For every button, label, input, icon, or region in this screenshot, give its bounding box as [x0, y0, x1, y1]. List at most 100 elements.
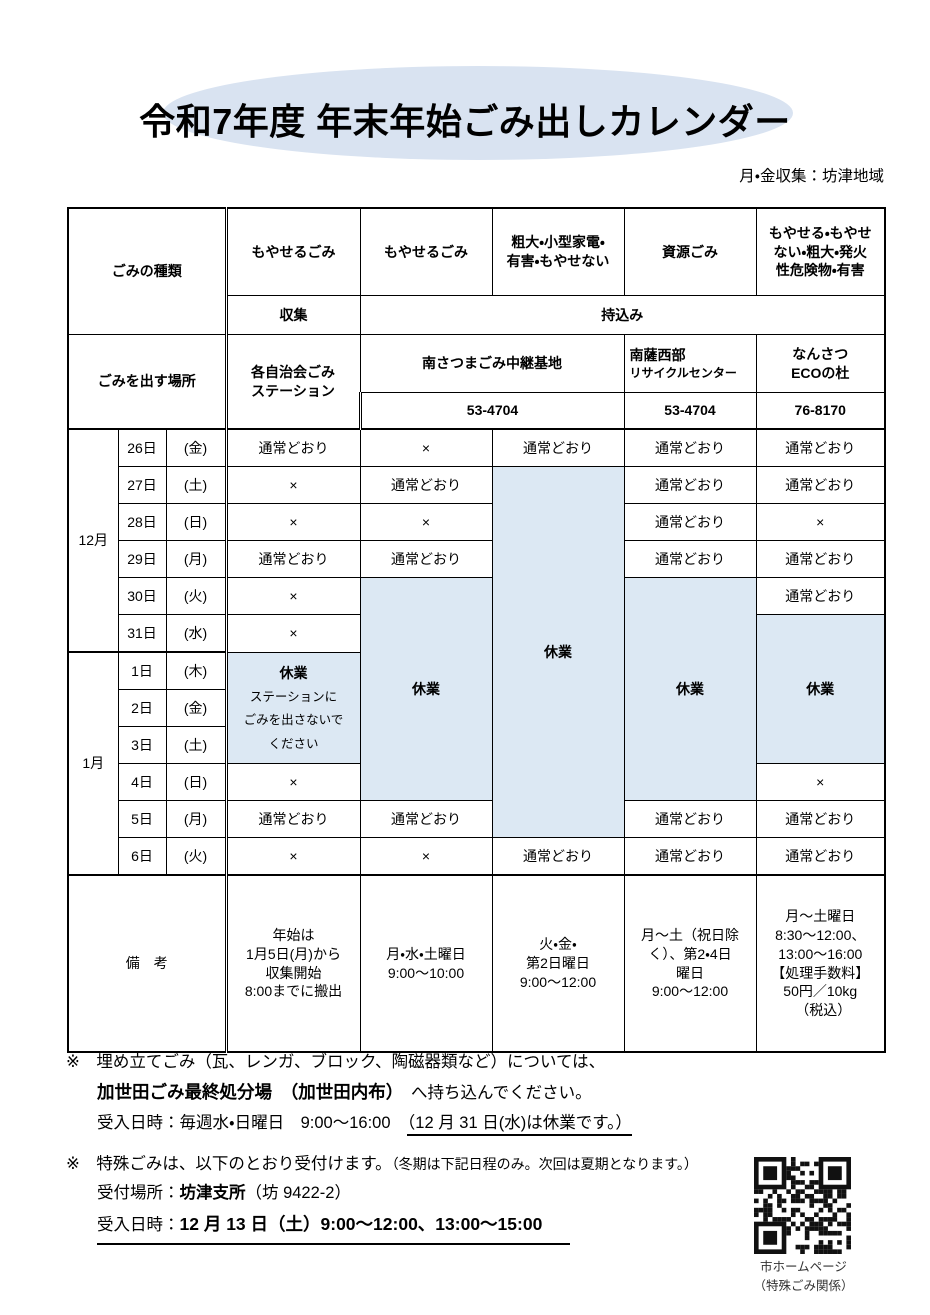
status-cell: 通常どおり	[755, 577, 886, 615]
day-label: 2日	[117, 689, 167, 727]
day-label: 5日	[117, 800, 167, 838]
remarks-station: 年始は 1月5日(月)から 収集開始 8:00までに搬出	[224, 874, 361, 1053]
method-bring: 持込み	[359, 295, 886, 335]
footnote-landfill: ※ 埋め立てごみ（瓦、レンガ、ブロック、陶磁器類など）については、 加世田ごみ最…	[66, 1048, 632, 1138]
place-recycle-center: 南薩西部 リサイクルセンター	[623, 334, 757, 393]
status-cell: 通常どおり	[755, 837, 886, 876]
calendar-row-jan2: 2日 (金)	[68, 689, 885, 727]
closed-cell-chukei-burnable: 休業	[359, 577, 493, 801]
status-cell: 通常どおり	[491, 837, 625, 876]
garbage-calendar-table: ごみの種類 もやせるごみ もやせるごみ 粗大・小型家電・ 有害・もやせない 資源…	[67, 207, 886, 1053]
status-cell: 通常どおり	[755, 428, 886, 467]
remarks-recycle-center: 月〜土（祝日除 く）、第2・4日 曜日 9:00〜12:00	[623, 874, 757, 1053]
weekday-label: (木)	[165, 651, 227, 690]
qr-code	[754, 1157, 851, 1254]
status-cell: 通常どおり	[623, 837, 757, 876]
corner-place: ごみを出す場所	[67, 334, 227, 430]
remarks-label: 備 考	[67, 874, 227, 1053]
remarks-chukei-burnable: 月・水・土曜日 9:00〜10:00	[359, 874, 493, 1053]
header-row-phones: 53-4704 53-4704 76-8170	[68, 392, 886, 430]
method-collect: 収集	[224, 295, 361, 335]
day-label: 3日	[117, 726, 167, 764]
weekday-label: (月)	[165, 540, 227, 578]
weekday-label: (土)	[165, 466, 227, 504]
status-cell: 通常どおり	[359, 540, 493, 578]
footnote-landfill-line2: 加世田ごみ最終処分場 （加世田内布） へ持ち込んでください。	[97, 1082, 592, 1103]
header-row-places: ごみを出す場所 各自治会ごみ ステーション 南さつまごみ中継基地 南薩西部 リサ…	[67, 334, 886, 430]
status-cell: 通常どおり	[359, 800, 493, 838]
footnote-special-line2: 受付場所：坊津支所（坊 9422-2）	[97, 1184, 351, 1203]
footnote-special: ※ 特殊ごみは、以下のとおり受付けます。（冬期は下記日程のみ。次回は夏期となりま…	[66, 1150, 698, 1246]
weekday-label: (日)	[165, 503, 227, 541]
status-cell: 通常どおり	[359, 466, 493, 504]
status-cell: 通常どおり	[224, 428, 361, 467]
calendar-row-dec29: 29日 (月) 通常どおり 通常どおり 通常どおり 通常どおり	[68, 540, 886, 578]
corner-garbage-type: ごみの種類	[67, 207, 227, 335]
title-highlight-ellipse	[163, 66, 793, 160]
calendar-row-dec31: 31日 (水) × 休業	[68, 614, 886, 764]
status-cell: ×	[224, 503, 361, 541]
weekday-label: (月)	[165, 800, 227, 838]
type-burnable-bring: もやせるごみ	[359, 207, 493, 296]
day-label: 30日	[117, 577, 167, 615]
footnote-landfill-line3: 受入日時：毎週水・日曜日 9:00〜16:00 （12 月 31 日(水)は休業…	[66, 1109, 632, 1138]
status-cell: ×	[224, 763, 361, 801]
calendar-row-dec26: 12月 26日 (金) 通常どおり × 通常どおり 通常どおり 通常どおり	[67, 428, 886, 653]
calendar-row-jan4: 4日 (日) × ×	[68, 763, 886, 801]
weekday-label: (金)	[165, 689, 227, 727]
type-bulky-appliance: 粗大・小型家電・ 有害・もやせない	[491, 207, 625, 296]
weekday-label: (火)	[165, 577, 227, 615]
header-row-method: 収集 持込み	[68, 295, 886, 335]
weekday-label: (日)	[165, 763, 227, 801]
day-label: 1日	[117, 651, 167, 690]
calendar-row-dec27: 27日 (土) × 通常どおり 休業 通常どおり 通常どおり	[68, 466, 886, 838]
day-label: 27日	[117, 466, 167, 504]
footnote-special-line1: ※ 特殊ごみは、以下のとおり受付けます。（冬期は下記日程のみ。次回は夏期となりま…	[66, 1155, 698, 1173]
weekday-label: (水)	[165, 614, 227, 653]
collection-area-subtitle: 月・金収集：坊津地域	[739, 168, 884, 185]
type-eco-all: もやせる・もやせ ない・粗大・発火 性危険物・有害	[755, 207, 886, 296]
status-cell: 通常どおり	[755, 800, 886, 838]
closed-cell-station: 休業 ステーションに ごみを出さないで ください	[224, 651, 361, 764]
status-cell: 通常どおり	[623, 800, 757, 838]
status-cell: ×	[359, 837, 493, 876]
status-cell: 通常どおり	[224, 800, 361, 838]
place-eco-mori: なんさつ ECOの杜	[755, 334, 886, 393]
weekday-label: (火)	[165, 837, 227, 876]
calendar-row-jan6: 6日 (火) × × 通常どおり 通常どおり 通常どおり	[68, 837, 886, 876]
status-cell: 通常どおり	[491, 428, 625, 467]
closed-cell-chukei-bulky: 休業	[491, 466, 625, 838]
remarks-chukei-bulky: 火・金・ 第2日曜日 9:00〜12:00	[491, 874, 625, 1053]
status-cell: ×	[359, 428, 493, 467]
day-label: 31日	[117, 614, 167, 653]
qr-caption: 市ホームページ （特殊ごみ関係）	[753, 1260, 854, 1293]
calendar-row-dec30: 30日 (火) × 休業 休業 通常どおり	[68, 577, 886, 801]
status-cell: ×	[359, 503, 493, 541]
status-cell: 通常どおり	[755, 466, 886, 504]
phone-chukei: 53-4704	[358, 392, 625, 430]
header-row-types: ごみの種類 もやせるごみ もやせるごみ 粗大・小型家電・ 有害・もやせない 資源…	[67, 207, 886, 335]
status-cell: 通常どおり	[623, 503, 757, 541]
remarks-row: 備 考 年始は 1月5日(月)から 収集開始 8:00までに搬出 月・水・土曜日…	[67, 874, 886, 1053]
weekday-label: (土)	[165, 726, 227, 764]
calendar-row-dec28: 28日 (日) × × 通常どおり ×	[68, 503, 886, 541]
status-cell: ×	[224, 577, 361, 615]
footnote-landfill-line1: ※ 埋め立てごみ（瓦、レンガ、ブロック、陶磁器類など）については、	[66, 1053, 606, 1071]
status-cell: ×	[224, 466, 361, 504]
status-cell: 通常どおり	[224, 540, 361, 578]
calendar-row-jan5: 5日 (月) 通常どおり 通常どおり 通常どおり 通常どおり	[68, 800, 886, 838]
type-recyclable: 資源ごみ	[623, 207, 757, 296]
status-cell: 通常どおり	[623, 466, 757, 504]
type-burnable-collect: もやせるごみ	[224, 207, 361, 296]
month-label-december: 12月	[67, 428, 119, 653]
day-label: 29日	[117, 540, 167, 578]
month-label-january: 1月	[67, 651, 119, 876]
page-title: 令和7年度 年末年始ごみ出しカレンダー	[139, 101, 791, 142]
status-cell: ×	[755, 503, 886, 541]
status-cell: ×	[224, 837, 361, 876]
day-label: 6日	[117, 837, 167, 876]
day-label: 28日	[117, 503, 167, 541]
place-station: 各自治会ごみ ステーション	[224, 334, 361, 430]
footnote-special-line3: 受入日時：12 月 13 日（土）9:00〜12:00、13:00〜15:00	[66, 1209, 698, 1246]
